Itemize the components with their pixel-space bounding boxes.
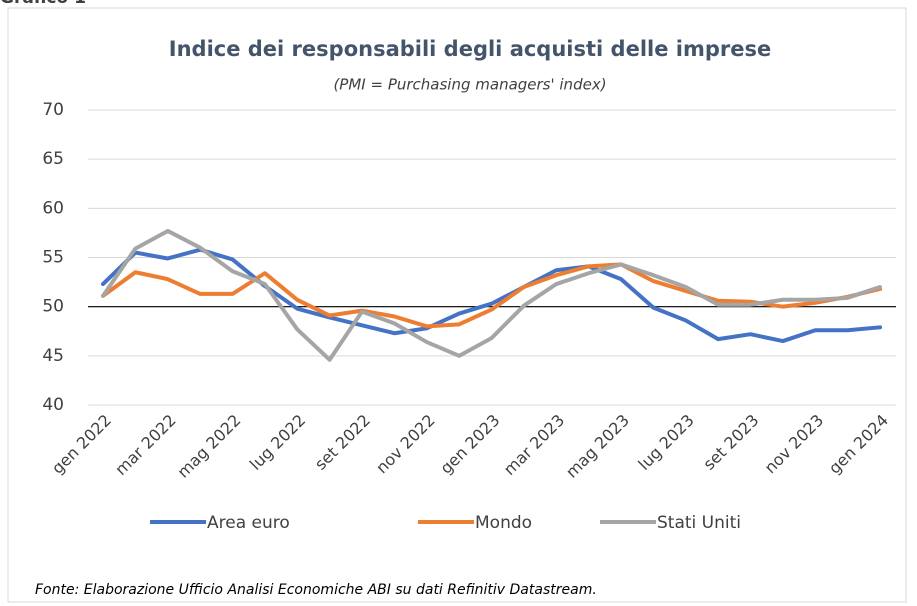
y-tick-label: 55 [42,248,64,268]
data-line [101,228,882,362]
chart-title: Indice dei responsabili degli acquisti d… [169,37,771,61]
y-tick-label: 50 [42,297,64,317]
data-line [101,247,882,344]
chart-subtitle: (PMI = Purchasing managers' index) [333,76,606,94]
y-tick-label: 45 [42,346,64,366]
y-tick-label: 65 [42,149,64,169]
legend-label: Mondo [475,513,532,533]
source-note: Fonte: Elaborazione Ufficio Analisi Econ… [35,582,597,598]
y-tick-label: 70 [42,100,64,120]
legend-label: Stati Uniti [657,513,741,533]
y-tick-label: 40 [42,395,64,415]
data-line [101,262,882,329]
legend-label: Area euro [207,513,290,533]
y-tick-label: 60 [42,198,64,218]
figure-label: Grafico 1 [0,0,86,8]
